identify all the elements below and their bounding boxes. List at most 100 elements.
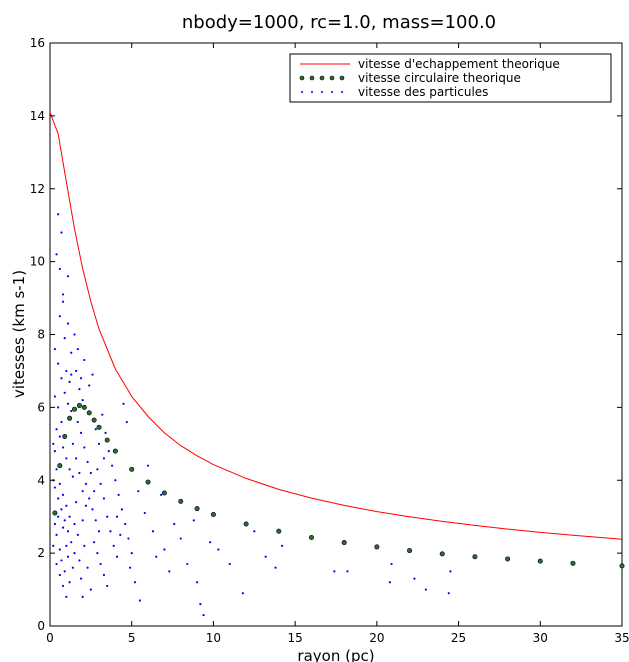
particle-point <box>60 231 63 234</box>
y-tick-label: 4 <box>37 473 45 487</box>
circular-velocity-point <box>472 554 478 560</box>
y-tick-label: 2 <box>37 546 45 560</box>
particle-point <box>75 501 78 504</box>
particle-point <box>65 369 68 373</box>
particle-point <box>137 490 140 493</box>
particle-point <box>73 333 76 336</box>
particle-point <box>65 595 68 598</box>
particle-point <box>61 584 65 588</box>
particle-point <box>88 384 91 387</box>
x-tick-label: 15 <box>288 631 303 645</box>
particle-point <box>60 377 63 380</box>
particle-point <box>424 588 427 591</box>
particle-point <box>163 548 166 551</box>
particle-point <box>66 322 70 325</box>
particle-point <box>68 581 71 584</box>
particle-point <box>209 541 212 544</box>
particle-point <box>88 497 91 500</box>
particle-point <box>63 337 66 340</box>
particle-point <box>65 504 68 507</box>
legend-swatch-circular <box>299 75 345 81</box>
particle-point <box>71 442 74 445</box>
circular-velocity-point <box>112 448 118 454</box>
particle-point <box>127 537 130 540</box>
chart-title: nbody=1000, rc=1.0, mass=100.0 <box>182 12 496 33</box>
particle-point <box>53 395 57 398</box>
particle-point <box>94 519 97 522</box>
particle-point <box>60 508 63 511</box>
particle-point <box>52 544 55 547</box>
x-axis-label: rayon (pc) <box>297 647 374 662</box>
particle-point <box>66 275 70 278</box>
circular-velocity-point <box>62 434 68 440</box>
particle-point <box>81 490 84 493</box>
circular-velocity-point <box>72 406 78 412</box>
y-tick-label: 10 <box>30 255 45 269</box>
plot-frame <box>49 42 623 627</box>
circular-velocity-point <box>145 479 151 485</box>
legend-label-circular: vitesse circulaire theorique <box>358 71 521 85</box>
particle-point <box>61 493 65 496</box>
particle-point <box>79 577 83 580</box>
particle-point <box>97 442 101 445</box>
particle-point <box>70 351 73 354</box>
circular-velocity-point <box>76 403 82 409</box>
circular-velocity-point <box>210 512 216 518</box>
y-tick-label: 6 <box>37 400 45 414</box>
particle-point <box>96 468 99 471</box>
particle-point <box>124 522 127 526</box>
particle-point <box>63 519 66 522</box>
particle-point <box>106 584 109 588</box>
particle-point <box>60 559 63 562</box>
particle-point <box>78 388 81 391</box>
legend-swatch-particles <box>301 91 343 93</box>
particle-point <box>155 555 158 558</box>
circular-velocity-point <box>67 415 73 421</box>
y-tick-label: 0 <box>37 619 45 633</box>
particle-point <box>58 573 61 577</box>
particle-point <box>91 508 94 511</box>
x-tick-label: 35 <box>614 631 629 645</box>
circular-velocity-point <box>161 490 167 496</box>
particle-point <box>192 519 195 522</box>
circular-velocity-point <box>243 521 249 527</box>
particle-point <box>83 446 86 449</box>
particle-point <box>70 373 73 376</box>
particle-point <box>115 555 119 558</box>
particle-point <box>79 431 83 434</box>
particle-point <box>117 493 120 496</box>
particle-point <box>71 475 74 478</box>
particle-point <box>388 581 392 584</box>
particle-point <box>99 562 102 566</box>
particle-point <box>81 398 84 402</box>
particle-point <box>75 457 78 460</box>
particle-point <box>195 581 199 584</box>
particle-point <box>84 504 88 507</box>
particle-point <box>99 482 102 485</box>
legend-label-particles: vitesse des particules <box>358 85 488 99</box>
circular-velocity-point <box>374 544 380 550</box>
circular-velocity-point <box>52 510 58 516</box>
x-tick-label: 0 <box>46 631 54 645</box>
particle-point <box>138 599 141 602</box>
particle-point <box>70 409 73 413</box>
particle-point <box>106 515 109 518</box>
x-tick-label: 30 <box>533 631 548 645</box>
legend: vitesse d'echappement theorique vitesse … <box>289 53 612 103</box>
circular-velocity-point <box>96 424 102 430</box>
particle-point <box>119 533 122 537</box>
particle-point <box>71 566 74 569</box>
particle-point <box>112 544 115 547</box>
circular-velocity-point <box>537 558 543 564</box>
particle-point <box>346 570 349 573</box>
particle-point <box>173 522 176 526</box>
particle-point <box>86 460 89 464</box>
particle-point <box>65 457 68 460</box>
particle-point <box>253 530 256 533</box>
circular-velocity-point <box>129 466 135 472</box>
particle-point <box>53 522 57 526</box>
particle-point <box>93 490 96 493</box>
particle-point <box>449 570 452 573</box>
particle-point <box>96 552 99 555</box>
